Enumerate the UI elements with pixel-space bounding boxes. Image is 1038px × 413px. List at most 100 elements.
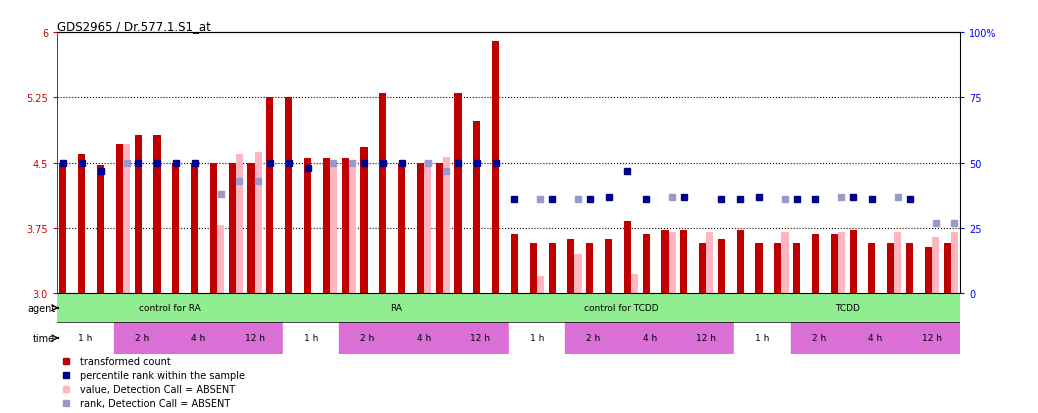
- Bar: [895, 233, 901, 294]
- Bar: [838, 233, 845, 294]
- Text: 4 h: 4 h: [191, 334, 206, 342]
- Text: 2 h: 2 h: [586, 334, 600, 342]
- Bar: [398, 164, 405, 294]
- Bar: [424, 161, 431, 294]
- Bar: [379, 94, 386, 294]
- Bar: [735, 294, 960, 323]
- Bar: [304, 159, 311, 294]
- Bar: [360, 148, 367, 294]
- Bar: [565, 323, 622, 354]
- Bar: [793, 243, 800, 294]
- Bar: [135, 135, 142, 294]
- Bar: [122, 144, 130, 294]
- Bar: [735, 323, 791, 354]
- Text: control for TCDD: control for TCDD: [584, 304, 659, 313]
- Bar: [932, 237, 939, 294]
- Bar: [436, 164, 443, 294]
- Bar: [473, 122, 481, 294]
- Bar: [455, 94, 462, 294]
- Bar: [509, 294, 735, 323]
- Bar: [57, 323, 113, 354]
- Text: 12 h: 12 h: [922, 334, 941, 342]
- Bar: [228, 164, 236, 294]
- Bar: [782, 233, 789, 294]
- Bar: [57, 294, 282, 323]
- Bar: [944, 243, 951, 294]
- Bar: [285, 98, 293, 294]
- Bar: [511, 235, 518, 294]
- Bar: [59, 164, 66, 294]
- Bar: [906, 243, 913, 294]
- Bar: [737, 230, 744, 294]
- Bar: [887, 243, 895, 294]
- Bar: [323, 159, 330, 294]
- Text: percentile rank within the sample: percentile rank within the sample: [80, 370, 245, 380]
- Bar: [349, 164, 356, 294]
- Text: 2 h: 2 h: [812, 334, 826, 342]
- Bar: [568, 239, 574, 294]
- Text: 4 h: 4 h: [869, 334, 882, 342]
- Bar: [395, 323, 453, 354]
- Bar: [342, 159, 349, 294]
- Bar: [453, 323, 509, 354]
- Bar: [254, 153, 262, 294]
- Bar: [791, 323, 847, 354]
- Bar: [830, 235, 838, 294]
- Text: 2 h: 2 h: [360, 334, 375, 342]
- Text: 1 h: 1 h: [78, 334, 92, 342]
- Bar: [267, 98, 273, 294]
- Bar: [605, 239, 612, 294]
- Text: rank, Detection Call = ABSENT: rank, Detection Call = ABSENT: [80, 398, 229, 408]
- Bar: [210, 164, 217, 294]
- Bar: [330, 161, 337, 294]
- Bar: [529, 243, 537, 294]
- Bar: [680, 230, 687, 294]
- Text: transformed count: transformed count: [80, 356, 170, 366]
- Bar: [586, 243, 594, 294]
- Text: 1 h: 1 h: [304, 334, 319, 342]
- Text: RA: RA: [389, 304, 402, 313]
- Bar: [191, 164, 198, 294]
- Bar: [282, 294, 509, 323]
- Bar: [622, 323, 678, 354]
- Bar: [217, 226, 224, 294]
- Bar: [756, 243, 763, 294]
- Bar: [718, 239, 725, 294]
- Text: 1 h: 1 h: [529, 334, 544, 342]
- Bar: [925, 248, 932, 294]
- Bar: [869, 243, 875, 294]
- Bar: [951, 233, 958, 294]
- Text: control for RA: control for RA: [139, 304, 200, 313]
- Bar: [847, 323, 904, 354]
- Bar: [339, 323, 395, 354]
- Bar: [172, 164, 180, 294]
- Bar: [699, 243, 706, 294]
- Bar: [574, 255, 581, 294]
- Bar: [282, 323, 339, 354]
- Bar: [706, 233, 713, 294]
- Bar: [904, 323, 960, 354]
- Bar: [97, 165, 104, 294]
- Bar: [661, 230, 668, 294]
- Text: 4 h: 4 h: [417, 334, 431, 342]
- Bar: [78, 155, 85, 294]
- Bar: [668, 233, 676, 294]
- Bar: [624, 222, 631, 294]
- Bar: [509, 323, 565, 354]
- Bar: [116, 144, 122, 294]
- Text: 12 h: 12 h: [245, 334, 265, 342]
- Bar: [443, 157, 449, 294]
- Text: TCDD: TCDD: [835, 304, 859, 313]
- Bar: [154, 135, 161, 294]
- Bar: [849, 230, 856, 294]
- Text: 4 h: 4 h: [643, 334, 657, 342]
- Bar: [537, 276, 544, 294]
- Bar: [678, 323, 735, 354]
- Bar: [247, 164, 254, 294]
- Bar: [113, 323, 170, 354]
- Text: GDS2965 / Dr.577.1.S1_at: GDS2965 / Dr.577.1.S1_at: [57, 20, 211, 33]
- Bar: [643, 235, 650, 294]
- Bar: [417, 164, 424, 294]
- Text: 1 h: 1 h: [756, 334, 770, 342]
- Bar: [170, 323, 226, 354]
